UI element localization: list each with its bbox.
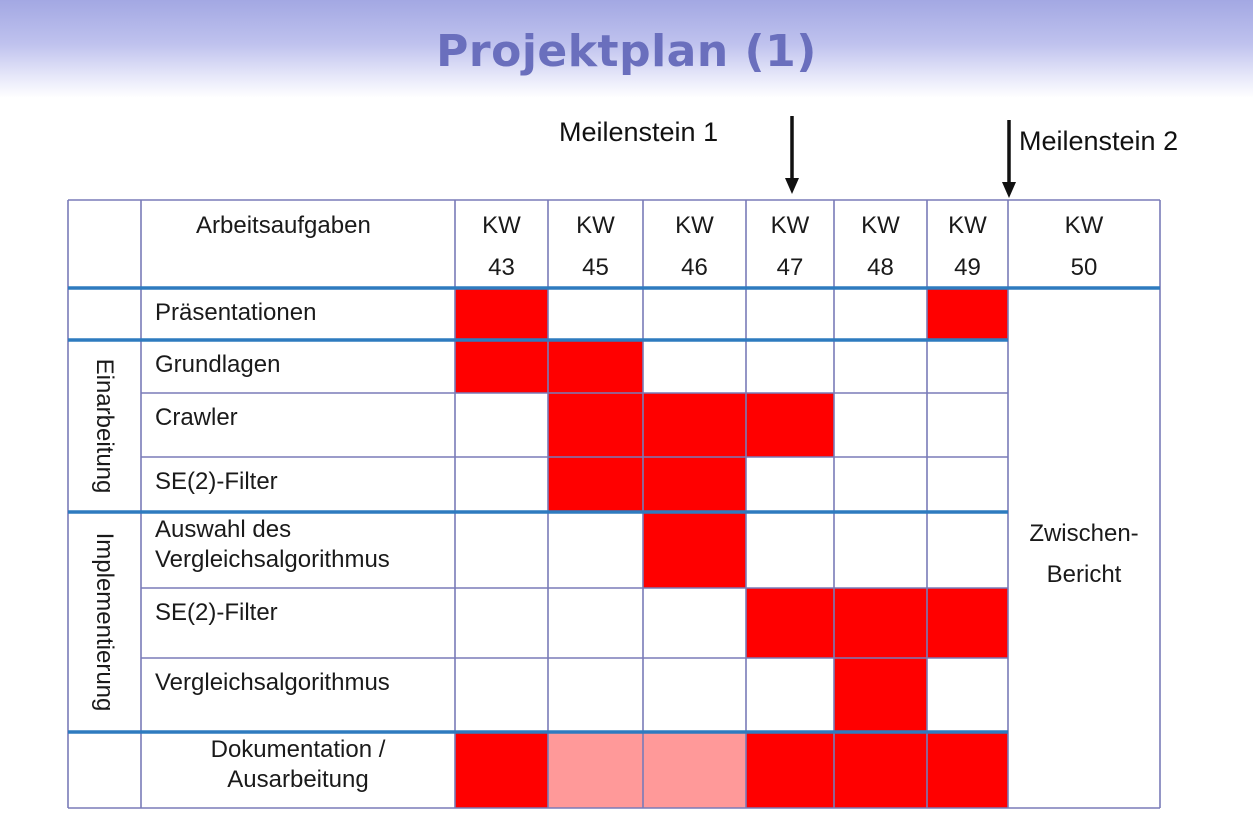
cell-45-row-2 xyxy=(548,340,643,393)
cell-46-row-8 xyxy=(643,732,746,808)
cell-46-row-5 xyxy=(643,512,746,588)
cell-46-row-4 xyxy=(643,457,746,512)
title-band xyxy=(0,0,1253,98)
milestone-2-label: Meilenstein 2 xyxy=(1019,126,1179,156)
week-header-number: 43 xyxy=(488,254,515,281)
task-label: SE(2)-Filter xyxy=(155,599,278,626)
task-label: Crawler xyxy=(155,404,238,431)
cell-45-row-4 xyxy=(548,457,643,512)
cell-45-row-8 xyxy=(548,732,643,808)
task-label: Dokumentation / xyxy=(211,736,386,763)
cell-47-row-8 xyxy=(746,732,834,808)
cell-49-row-6 xyxy=(927,588,1008,658)
cell-43-row-8 xyxy=(455,732,548,808)
week-header-kw: KW xyxy=(861,212,900,239)
cell-46-row-3 xyxy=(643,393,746,457)
week-header-number: 48 xyxy=(867,254,894,281)
group-label-einarbeitung: Einarbeitung xyxy=(91,359,118,494)
week-header-kw: KW xyxy=(576,212,615,239)
week-header-number: 50 xyxy=(1071,254,1098,281)
milestone-2-arrow-icon xyxy=(1002,120,1016,198)
task-label: SE(2)-Filter xyxy=(155,468,278,495)
milestone-1-arrow-icon xyxy=(785,116,799,194)
week-header-kw: KW xyxy=(482,212,521,239)
cell-49-row-8 xyxy=(927,732,1008,808)
week-header-kw: KW xyxy=(948,212,987,239)
cell-43-row-1 xyxy=(455,288,548,340)
task-label: Vergleichsalgorithmus xyxy=(155,546,390,573)
page-title: Projektplan (1) xyxy=(436,26,817,77)
week-header-kw: KW xyxy=(771,212,810,239)
cell-48-row-6 xyxy=(834,588,927,658)
cell-49-row-1 xyxy=(927,288,1008,340)
final-column-label: Zwischen- xyxy=(1029,520,1138,547)
task-label: Präsentationen xyxy=(155,299,316,326)
week-header-number: 45 xyxy=(582,254,609,281)
week-header-number: 46 xyxy=(681,254,708,281)
final-column-label: Bericht xyxy=(1047,561,1122,588)
cell-47-row-3 xyxy=(746,393,834,457)
cell-48-row-8 xyxy=(834,732,927,808)
milestone-1-label: Meilenstein 1 xyxy=(559,117,719,147)
week-header-kw: KW xyxy=(1065,212,1104,239)
task-label: Grundlagen xyxy=(155,351,280,378)
task-label: Vergleichsalgorithmus xyxy=(155,669,390,696)
task-label: Ausarbeitung xyxy=(227,766,368,793)
week-header-number: 49 xyxy=(954,254,981,281)
week-header-number: 47 xyxy=(777,254,804,281)
group-label-implementierung: Implementierung xyxy=(91,533,118,712)
cell-45-row-3 xyxy=(548,393,643,457)
task-label: Auswahl des xyxy=(155,516,291,543)
task-column-header: Arbeitsaufgaben xyxy=(196,212,371,239)
cell-47-row-6 xyxy=(746,588,834,658)
cell-43-row-2 xyxy=(455,340,548,393)
week-header-kw: KW xyxy=(675,212,714,239)
cell-48-row-7 xyxy=(834,658,927,732)
